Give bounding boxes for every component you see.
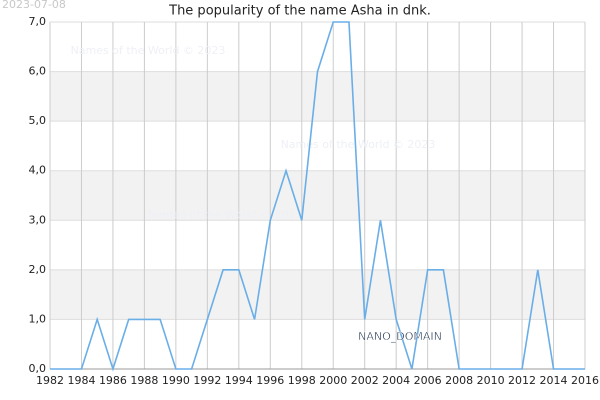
x-tick-label: 1988 [130,374,158,387]
x-tick-label: 1990 [162,374,190,387]
y-tick-label: 1,0 [29,312,47,325]
y-tick-label: 6,0 [29,65,47,78]
grid [49,21,586,370]
x-tick-label: 2000 [319,374,347,387]
watermark: Names of the World © 2023 [71,44,226,57]
x-tick-label: 2006 [414,374,442,387]
chart-title: The popularity of the name Asha in dnk. [168,4,431,19]
grid-band [50,170,585,221]
x-tick-label: 2004 [382,374,410,387]
x-tick-label: 1996 [256,374,284,387]
x-tick-label: 1986 [99,374,127,387]
x-tick-label: 1994 [225,374,253,387]
x-tick-label: 2008 [445,374,473,387]
x-tick-label: 1998 [288,374,316,387]
x-tick-label: 1982 [36,374,64,387]
y-tick-label: 0,0 [29,362,47,375]
y-tick-label: 3,0 [29,213,47,226]
watermark: Names of the World © 2023 [148,208,303,221]
x-tick-label: 2016 [571,374,599,387]
y-tick-label: 4,0 [29,164,47,177]
x-tick-label: 1984 [67,374,95,387]
grid-band [50,269,585,320]
y-tick-label: 7,0 [29,15,47,28]
x-tick-label: 2014 [540,374,568,387]
y-tick-label: 5,0 [29,114,47,127]
bands [50,71,585,320]
y-tick-label: 2,0 [29,263,47,276]
x-tick-label: 2002 [351,374,379,387]
x-tick-label: 1992 [193,374,221,387]
series-line [50,21,585,372]
date-stamp: 2023-07-08 [2,0,66,11]
x-tick-label: 2010 [477,374,505,387]
grid-band [50,71,585,122]
annotation: NANO_DOMAIN [358,330,442,343]
x-tick-label: 2012 [508,374,536,387]
watermark: Names of the World © 2023 [281,138,436,151]
